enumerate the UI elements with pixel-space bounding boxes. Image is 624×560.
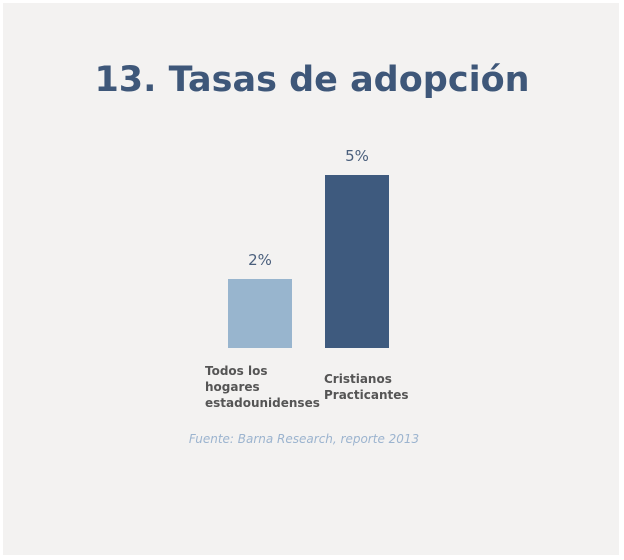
value-label-1: 2%	[248, 250, 272, 269]
bar-1	[228, 278, 292, 348]
category-label-2: Cristianos Practicantes	[324, 372, 409, 402]
source-caption: Fuente: Barna Research, reporte 2013	[188, 432, 420, 446]
slide-background	[3, 3, 619, 555]
value-label-2: 5%	[345, 147, 369, 165]
category-label-1: Todos los hogares estadounidenses	[205, 364, 320, 410]
bar-2	[325, 175, 389, 348]
page-title: 13. Tasas de adopción	[94, 60, 530, 100]
